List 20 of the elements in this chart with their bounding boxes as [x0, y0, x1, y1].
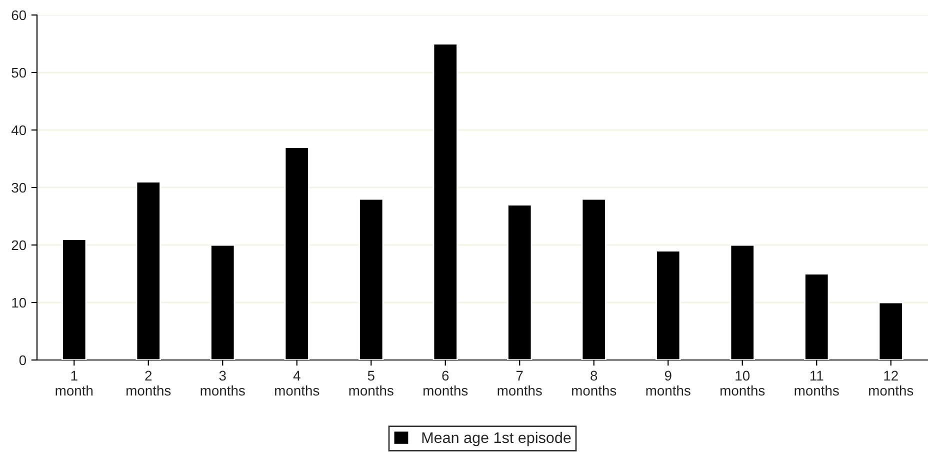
x-tick-label: 10 months	[720, 370, 765, 396]
x-tick-label: 12 months	[869, 370, 914, 396]
x-tick-label: 3 months	[200, 370, 245, 396]
y-tick-label: 20	[12, 240, 26, 250]
y-tick-label: 10	[12, 298, 26, 308]
x-tick-label: 8 months	[572, 370, 616, 396]
y-tick-label: 60	[12, 10, 26, 20]
y-tick-label: 50	[12, 68, 26, 78]
x-tick-label: 11 months	[794, 370, 839, 396]
x-tick-label: 2 months	[126, 370, 171, 396]
x-tick-label: 9 months	[646, 370, 690, 396]
x-tick-label: 1 month	[56, 370, 93, 396]
y-tick-label: 40	[11, 125, 26, 136]
x-tick-label: 5 months	[349, 370, 394, 396]
x-tick-label: 7 months	[498, 370, 542, 396]
legend-label: Mean age 1st episode	[422, 432, 571, 446]
y-tick-label: 30	[12, 182, 26, 193]
x-tick-label: 4 months	[275, 370, 320, 396]
y-tick-label: 0	[19, 355, 26, 366]
x-tick-label: 6 months	[424, 370, 468, 396]
